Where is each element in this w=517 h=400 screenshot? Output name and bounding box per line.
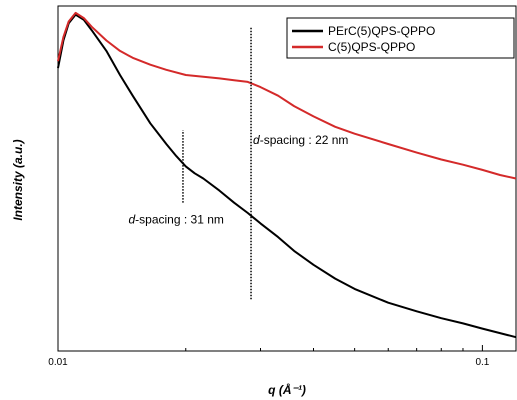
annotations: d-spacing : 22 nm d-spacing : 31 nm [128, 26, 348, 300]
x-axis-title: q (Å⁻¹) [268, 383, 306, 397]
legend: PErC(5)QPS-QPPO C(5)QPS-QPPO [286, 17, 515, 59]
legend-label-c5qps-qppo: C(5)QPS-QPPO [328, 40, 415, 54]
x-axis-ticks [57, 345, 483, 351]
annotation-label-d31: d-spacing : 31 nm [128, 212, 223, 226]
series-line-c5qpsqppo [57, 11, 517, 180]
x-axis-tick-labels: 0.01 0.1 [48, 357, 490, 368]
legend-label-perc5qps-qppo: PErC(5)QPS-QPPO [328, 24, 435, 38]
x-tick-label: 0.1 [475, 357, 489, 368]
legend-box [286, 17, 515, 59]
series-layer [57, 11, 517, 339]
series-line-perc5qpsqppo [57, 13, 517, 339]
y-axis-title: Intensity (a.u.) [11, 139, 25, 220]
x-tick-label: 0.01 [48, 357, 68, 368]
annotation-label-d22: d-spacing : 22 nm [253, 133, 348, 147]
